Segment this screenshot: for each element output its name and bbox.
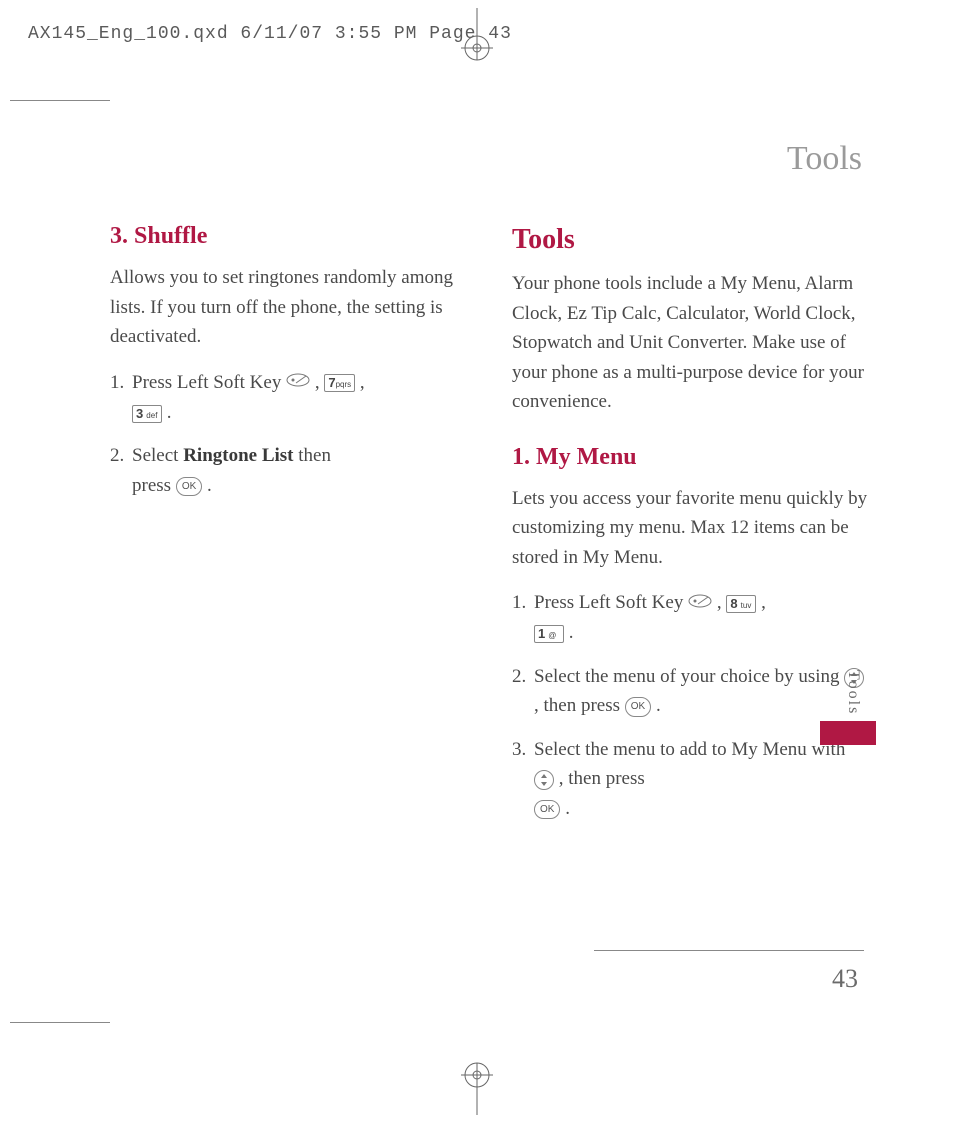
left-soft-key-icon	[286, 368, 310, 397]
comma: ,	[360, 372, 365, 393]
ringtone-list-label: Ringtone List	[183, 445, 293, 466]
step-text: press	[132, 475, 176, 496]
page-number: 43	[832, 964, 858, 994]
step-number: 2.	[110, 441, 132, 500]
step-number: 1.	[512, 588, 534, 648]
ok-key-icon: OK	[625, 697, 651, 717]
right-column: Tools Your phone tools include a My Menu…	[512, 218, 870, 837]
left-column: 3. Shuffle Allows you to set ringtones r…	[110, 218, 468, 837]
step-text: Select the menu to add to My Menu with	[534, 739, 845, 760]
step-text: then	[294, 445, 331, 466]
key-8tuv-icon: 8 tuv	[726, 595, 756, 613]
nav-key-icon	[534, 770, 554, 790]
key-7pqrs-icon: 7pqrs	[324, 374, 355, 392]
comma: ,	[761, 592, 766, 613]
left-soft-key-icon	[688, 589, 712, 618]
step-number: 3.	[512, 735, 534, 823]
step-text: Press Left Soft Key	[534, 592, 688, 613]
period: .	[167, 402, 172, 423]
page-content: Tools 3. Shuffle Allows you to set ringt…	[110, 140, 870, 837]
mymenu-step-2: 2. Select the menu of your choice by usi…	[512, 662, 870, 721]
heading-my-menu: 1. My Menu	[512, 439, 870, 476]
side-tab-label: Tools	[844, 670, 862, 715]
ok-key-icon: OK	[176, 477, 202, 497]
step-text: Press Left Soft Key	[132, 372, 286, 393]
mymenu-step-3: 3. Select the menu to add to My Menu wit…	[512, 735, 870, 823]
period: .	[569, 622, 574, 643]
key-3def-icon: 3 def	[132, 405, 162, 423]
heading-shuffle: 3. Shuffle	[110, 218, 468, 255]
comma: ,	[717, 592, 727, 613]
shuffle-step-1: 1. Press Left Soft Key , 7pqrs , 3 def .	[110, 368, 468, 428]
shuffle-step-2: 2. Select Ringtone List then press OK .	[110, 441, 468, 500]
crop-mark-top	[453, 8, 501, 68]
period: .	[565, 798, 570, 819]
trim-line-top	[10, 100, 110, 101]
trim-line-bottom	[10, 1022, 110, 1023]
side-tab-bar	[820, 721, 876, 745]
comma: ,	[315, 372, 325, 393]
chapter-title: Tools	[110, 140, 870, 178]
step-number: 1.	[110, 368, 132, 428]
crop-mark-bottom	[453, 1055, 501, 1115]
step-text: , then press	[534, 695, 625, 716]
ok-key-icon: OK	[534, 800, 560, 820]
print-slug: AX145_Eng_100.qxd 6/11/07 3:55 PM Page 4…	[28, 24, 512, 44]
period: .	[656, 695, 661, 716]
step-number: 2.	[512, 662, 534, 721]
my-menu-intro: Lets you access your favorite menu quick…	[512, 484, 870, 572]
key-1-icon: 1 @	[534, 625, 564, 643]
step-text: Select the menu of your choice by using	[534, 666, 844, 687]
period: .	[207, 475, 212, 496]
step-text: Select	[132, 445, 183, 466]
heading-tools: Tools	[512, 218, 870, 261]
step-text: , then press	[559, 768, 645, 789]
shuffle-intro: Allows you to set ringtones randomly amo…	[110, 263, 468, 351]
footer-rule	[594, 950, 864, 951]
tools-intro: Your phone tools include a My Menu, Alar…	[512, 269, 870, 416]
side-tab: Tools	[820, 670, 876, 745]
mymenu-step-1: 1. Press Left Soft Key , 8 tuv , 1 @ .	[512, 588, 870, 648]
